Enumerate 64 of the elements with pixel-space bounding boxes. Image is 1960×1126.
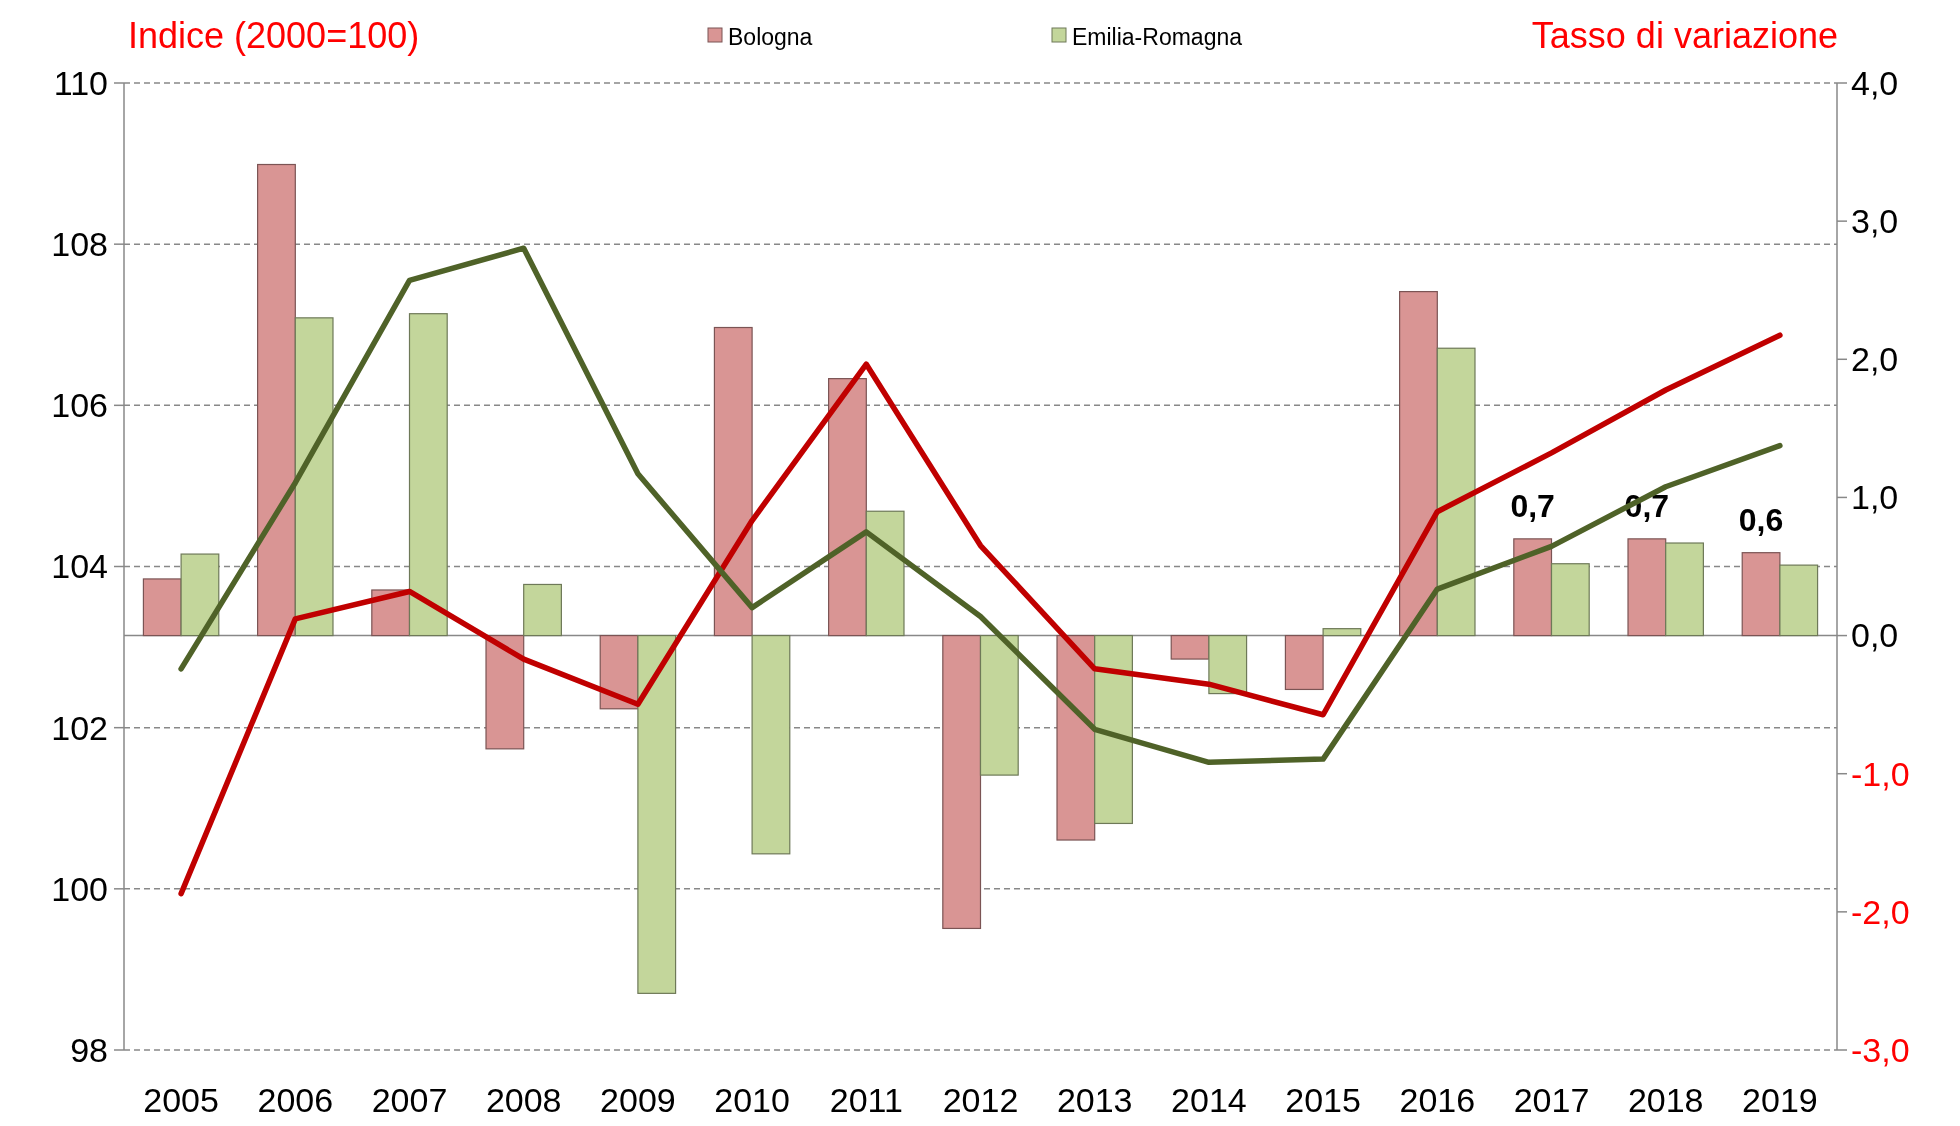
x-tick-label: 2008	[485, 1081, 562, 1119]
bar	[1513, 538, 1553, 637]
x-tick-label: 2007	[371, 1081, 448, 1119]
bar	[523, 583, 562, 637]
bar	[1779, 564, 1819, 637]
bar	[942, 634, 982, 930]
y-tick-label: 104	[51, 547, 108, 586]
x-tick-label: 2009	[600, 1081, 676, 1119]
bar	[142, 578, 182, 637]
data-label: 0,6	[1738, 501, 1784, 538]
bar	[485, 634, 525, 750]
bar	[1170, 634, 1210, 660]
y2-tick-label: 2,0	[1851, 340, 1899, 379]
y-tick-label: 102	[51, 708, 108, 747]
bar	[257, 163, 296, 637]
bar	[1208, 634, 1248, 695]
bar	[1094, 634, 1133, 825]
x-tick-label: 2012	[942, 1081, 1019, 1119]
x-tick-label: 2005	[143, 1081, 219, 1119]
bar	[1399, 291, 1438, 637]
y-tick-label: 110	[53, 63, 108, 102]
y-tick-label: 108	[51, 225, 108, 264]
y2-tick-label: -1,0	[1851, 754, 1910, 793]
x-tick-label: 2013	[1056, 1081, 1133, 1119]
x-tick-label: 2011	[829, 1081, 903, 1119]
bar	[1284, 634, 1324, 691]
x-tick-label: 2006	[257, 1081, 334, 1119]
bar	[1550, 563, 1590, 637]
y2-tick-label: 3,0	[1851, 202, 1899, 241]
x-tick-label: 2018	[1627, 1081, 1704, 1119]
y2-tick-label: -3,0	[1851, 1030, 1910, 1069]
bar	[979, 634, 1019, 776]
x-tick-label: 2010	[714, 1081, 790, 1119]
y2-tick-label: 4,0	[1851, 63, 1899, 102]
bar	[637, 634, 677, 994]
bar	[180, 553, 220, 637]
x-tick-label: 2016	[1399, 1081, 1476, 1119]
y2-axis-title: Tasso di variazione	[1531, 15, 1838, 56]
bar	[1627, 538, 1667, 637]
y-tick-label: 98	[70, 1030, 108, 1069]
bar	[828, 378, 867, 637]
legend-label: Bologna	[728, 23, 813, 50]
y-axis-title: Indice (2000=100)	[128, 15, 420, 56]
bar	[1741, 552, 1781, 637]
data-label: 0,7	[1510, 487, 1555, 524]
bar	[1056, 634, 1096, 841]
bar	[294, 317, 334, 637]
bar	[408, 313, 448, 637]
legend-label: Emilia-Romagna	[1072, 23, 1243, 50]
bar	[1665, 542, 1704, 637]
x-tick-label: 2015	[1285, 1081, 1361, 1119]
y2-tick-label: -2,0	[1851, 892, 1910, 931]
y2-tick-label: 1,0	[1851, 478, 1899, 517]
x-tick-label: 2019	[1742, 1081, 1818, 1119]
x-tick-label: 2017	[1513, 1081, 1590, 1119]
y-tick-label: 100	[51, 869, 108, 908]
bar	[713, 326, 753, 637]
y-tick-label: 106	[51, 386, 108, 425]
bar	[751, 634, 791, 855]
bar	[1436, 347, 1476, 637]
bar	[865, 510, 905, 637]
bar	[1322, 628, 1362, 637]
x-tick-label: 2014	[1171, 1081, 1247, 1119]
y2-tick-label: 0,0	[1851, 616, 1899, 655]
